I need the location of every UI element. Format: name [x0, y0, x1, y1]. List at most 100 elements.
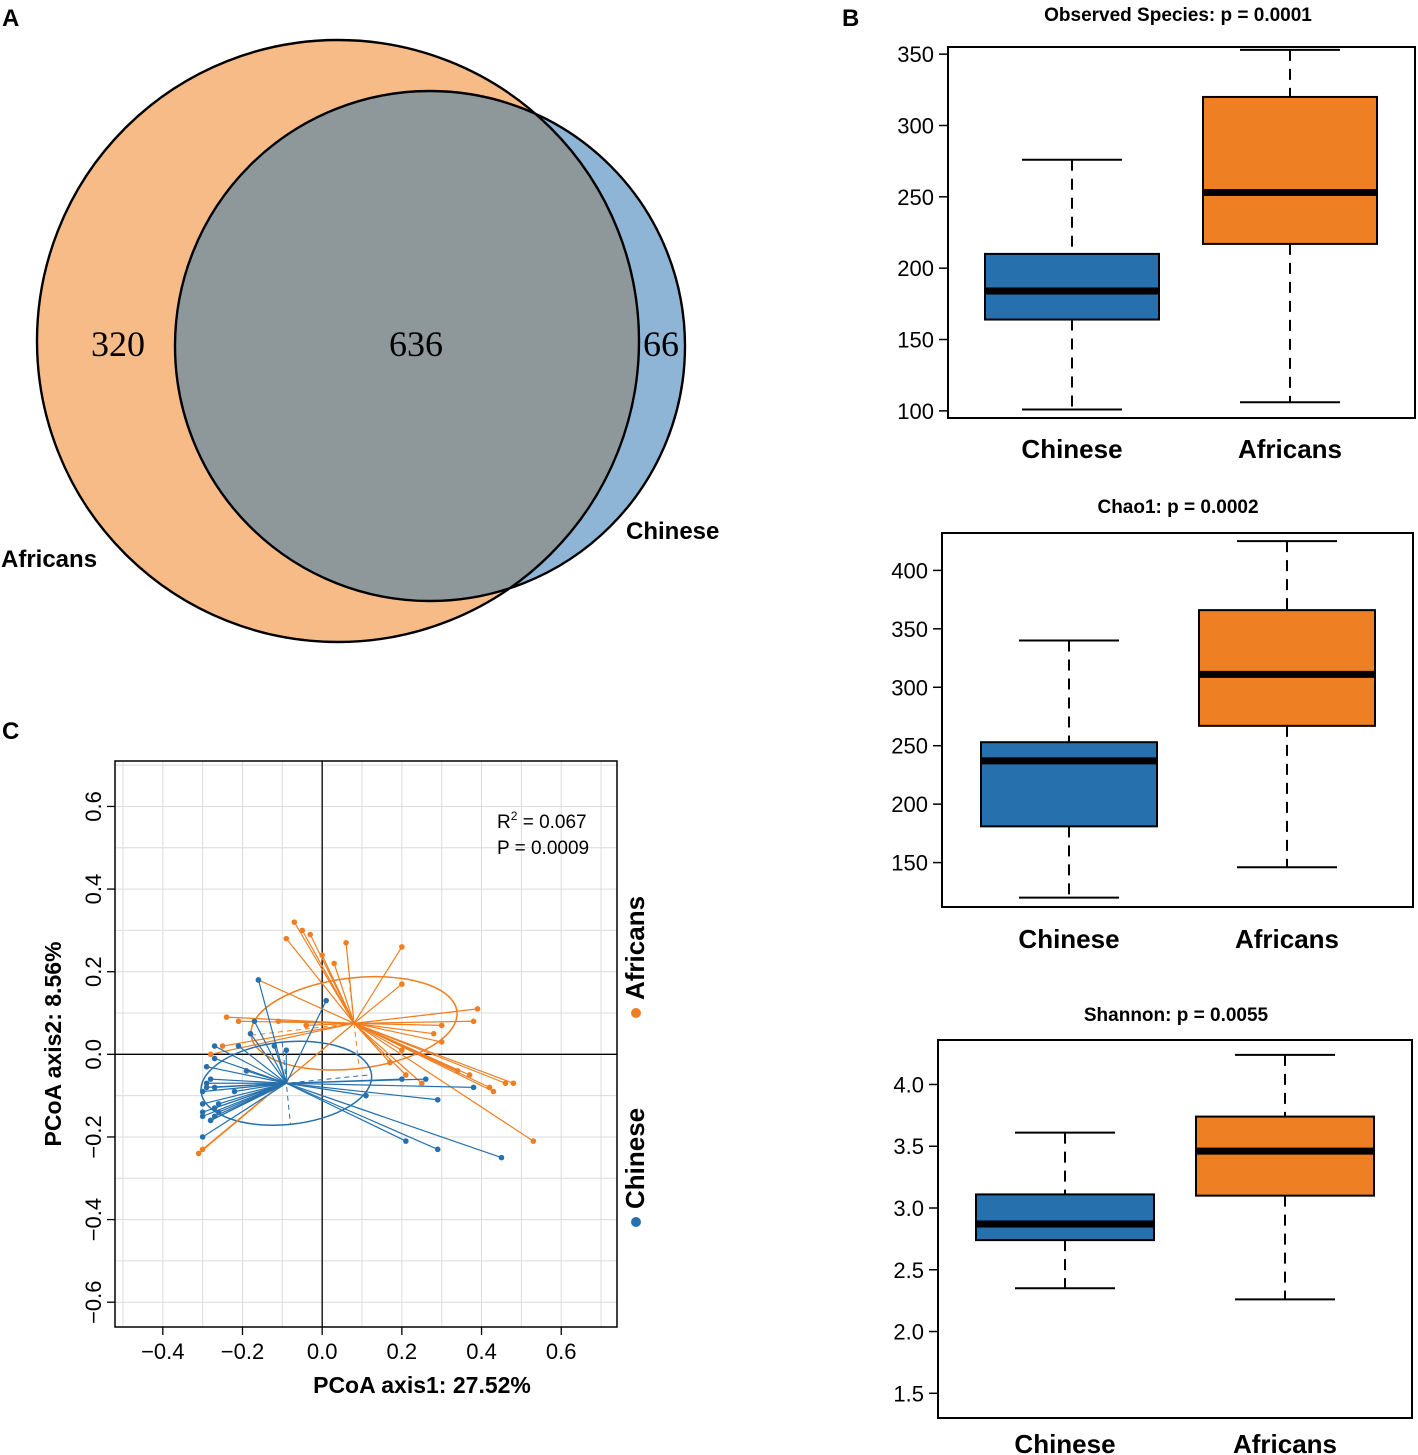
spoke-chinese	[234, 1082, 287, 1093]
point-africans	[235, 1018, 242, 1025]
x-tick-label: −0.4	[141, 1339, 184, 1364]
point-chinese	[403, 1138, 409, 1144]
x-axis-title: PCoA axis1: 27.52%	[313, 1372, 531, 1398]
point-chinese	[207, 1117, 214, 1124]
plot-frame	[947, 46, 1416, 419]
spoke-chinese	[202, 1082, 287, 1105]
box-chinese	[980, 741, 1158, 828]
y-tick-label: 200	[897, 256, 934, 281]
point-africans	[403, 1072, 409, 1078]
spoke-africans	[301, 930, 355, 1024]
y-tick-label: 0.4	[81, 874, 106, 905]
point-chinese	[199, 1101, 206, 1107]
panel-label-b: B	[842, 5, 859, 32]
y-tick-label: 400	[891, 558, 928, 583]
point-africans	[299, 927, 306, 934]
category-label: Chinese	[1014, 1429, 1115, 1455]
x-tick-label: 0.0	[307, 1339, 338, 1364]
point-chinese	[283, 1047, 290, 1053]
plot-frame	[941, 532, 1414, 908]
spoke-africans	[333, 963, 355, 1024]
point-africans	[387, 1059, 393, 1066]
y-tick-label: 300	[891, 675, 928, 700]
r2-superscript: 2	[511, 809, 518, 823]
point-africans	[223, 1014, 230, 1020]
point-africans	[418, 1080, 425, 1087]
y-axis: −0.6 −0.4 −0.2 0.0 0.2 0.4 0.6	[81, 791, 115, 1324]
category-label: Africans	[1238, 434, 1342, 464]
point-chinese	[470, 1084, 477, 1091]
spoke-africans	[285, 938, 355, 1024]
y-tick-label: 150	[897, 328, 934, 353]
y-axis-title: PCoA axis2: 8.56%	[40, 942, 66, 1147]
spoke-africans	[353, 1022, 534, 1142]
r2-value: = 0.067	[517, 812, 586, 833]
point-chinese	[434, 1146, 441, 1153]
point-africans	[303, 1022, 310, 1029]
spoke-africans	[321, 954, 355, 1024]
point-chinese	[211, 1043, 218, 1049]
spoke-africans	[353, 1022, 434, 1035]
point-africans	[466, 1072, 473, 1078]
point-africans	[291, 919, 298, 925]
y-tick-label: 250	[897, 185, 934, 210]
spoke-africans	[222, 1022, 355, 1047]
venn-africans-outline	[35, 38, 641, 644]
point-chinese	[422, 1076, 429, 1082]
legend-label-chinese: Chinese	[620, 1108, 650, 1209]
boxplot-shannon: Shannon: p = 0.0055 1.5 2.0 2.5 3.0 3.5 4.0 Ch…	[893, 1005, 1413, 1455]
y-tick-label: 3.0	[893, 1196, 924, 1221]
venn-label-chinese: Chinese	[626, 518, 719, 545]
spoke-chinese	[202, 1082, 287, 1093]
point-chinese	[203, 1063, 210, 1070]
category-label: Chinese	[1018, 924, 1119, 954]
boxplot-title: Observed Species: p = 0.0001	[1044, 5, 1312, 26]
y-tick-label: −0.2	[81, 1115, 106, 1158]
category-label: Africans	[1233, 1429, 1337, 1455]
point-chinese	[203, 1084, 210, 1091]
y-tick-label: 1.5	[893, 1381, 924, 1406]
point-chinese	[434, 1096, 441, 1103]
x-axis: −0.4 −0.2 0.0 0.2 0.4 0.6	[141, 1327, 577, 1364]
spoke-chinese	[286, 1082, 438, 1150]
spoke-africans	[353, 1022, 442, 1043]
point-chinese	[255, 977, 262, 983]
venn-count-africans-only: 320	[91, 324, 145, 364]
category-label: Chinese	[1021, 434, 1122, 464]
venn-overlap-region	[175, 91, 639, 601]
point-chinese	[323, 997, 329, 1004]
legend-marker-africans	[631, 1008, 641, 1018]
x-tick-label: 0.4	[466, 1339, 497, 1364]
venn-count-shared: 636	[389, 324, 443, 364]
panel-label-c: C	[2, 718, 19, 745]
legend: Africans Chinese	[620, 896, 650, 1227]
category-label: Africans	[1235, 924, 1339, 954]
point-chinese	[199, 1113, 206, 1120]
point-africans	[399, 944, 405, 950]
pcoa-plot: −0.4 −0.2 0.0 0.2 0.4 0.6 −0.6 −0.4 −0.2 0.0 0.2 0…	[40, 760, 650, 1398]
spoke-chinese	[210, 1078, 287, 1084]
point-africans	[510, 1080, 517, 1087]
spokes	[198, 921, 534, 1159]
y-tick-label: 250	[891, 734, 928, 759]
point-chinese	[203, 1080, 210, 1087]
y-tick-label: 350	[897, 42, 934, 67]
point-chinese	[498, 1154, 505, 1161]
x-tick-label: 0.6	[546, 1339, 577, 1364]
boxplot-title: Shannon: p = 0.0055	[1084, 1005, 1269, 1026]
y-tick-label: −0.4	[81, 1198, 106, 1241]
y-tick-label: 2.0	[893, 1320, 924, 1345]
point-chinese	[211, 1105, 218, 1111]
spoke-africans	[353, 983, 403, 1024]
y-tick-label: 0.2	[81, 956, 106, 987]
box-chinese	[984, 252, 1160, 321]
point-africans	[343, 939, 349, 946]
point-africans	[399, 981, 405, 987]
point-chinese	[399, 1076, 405, 1082]
point-chinese	[235, 1043, 242, 1049]
point-chinese	[215, 1109, 222, 1115]
y-tick-label: 2.5	[893, 1258, 924, 1283]
p-value-stat: P = 0.0009	[497, 838, 589, 859]
point-africans	[307, 931, 314, 938]
spoke-chinese	[286, 1078, 426, 1084]
